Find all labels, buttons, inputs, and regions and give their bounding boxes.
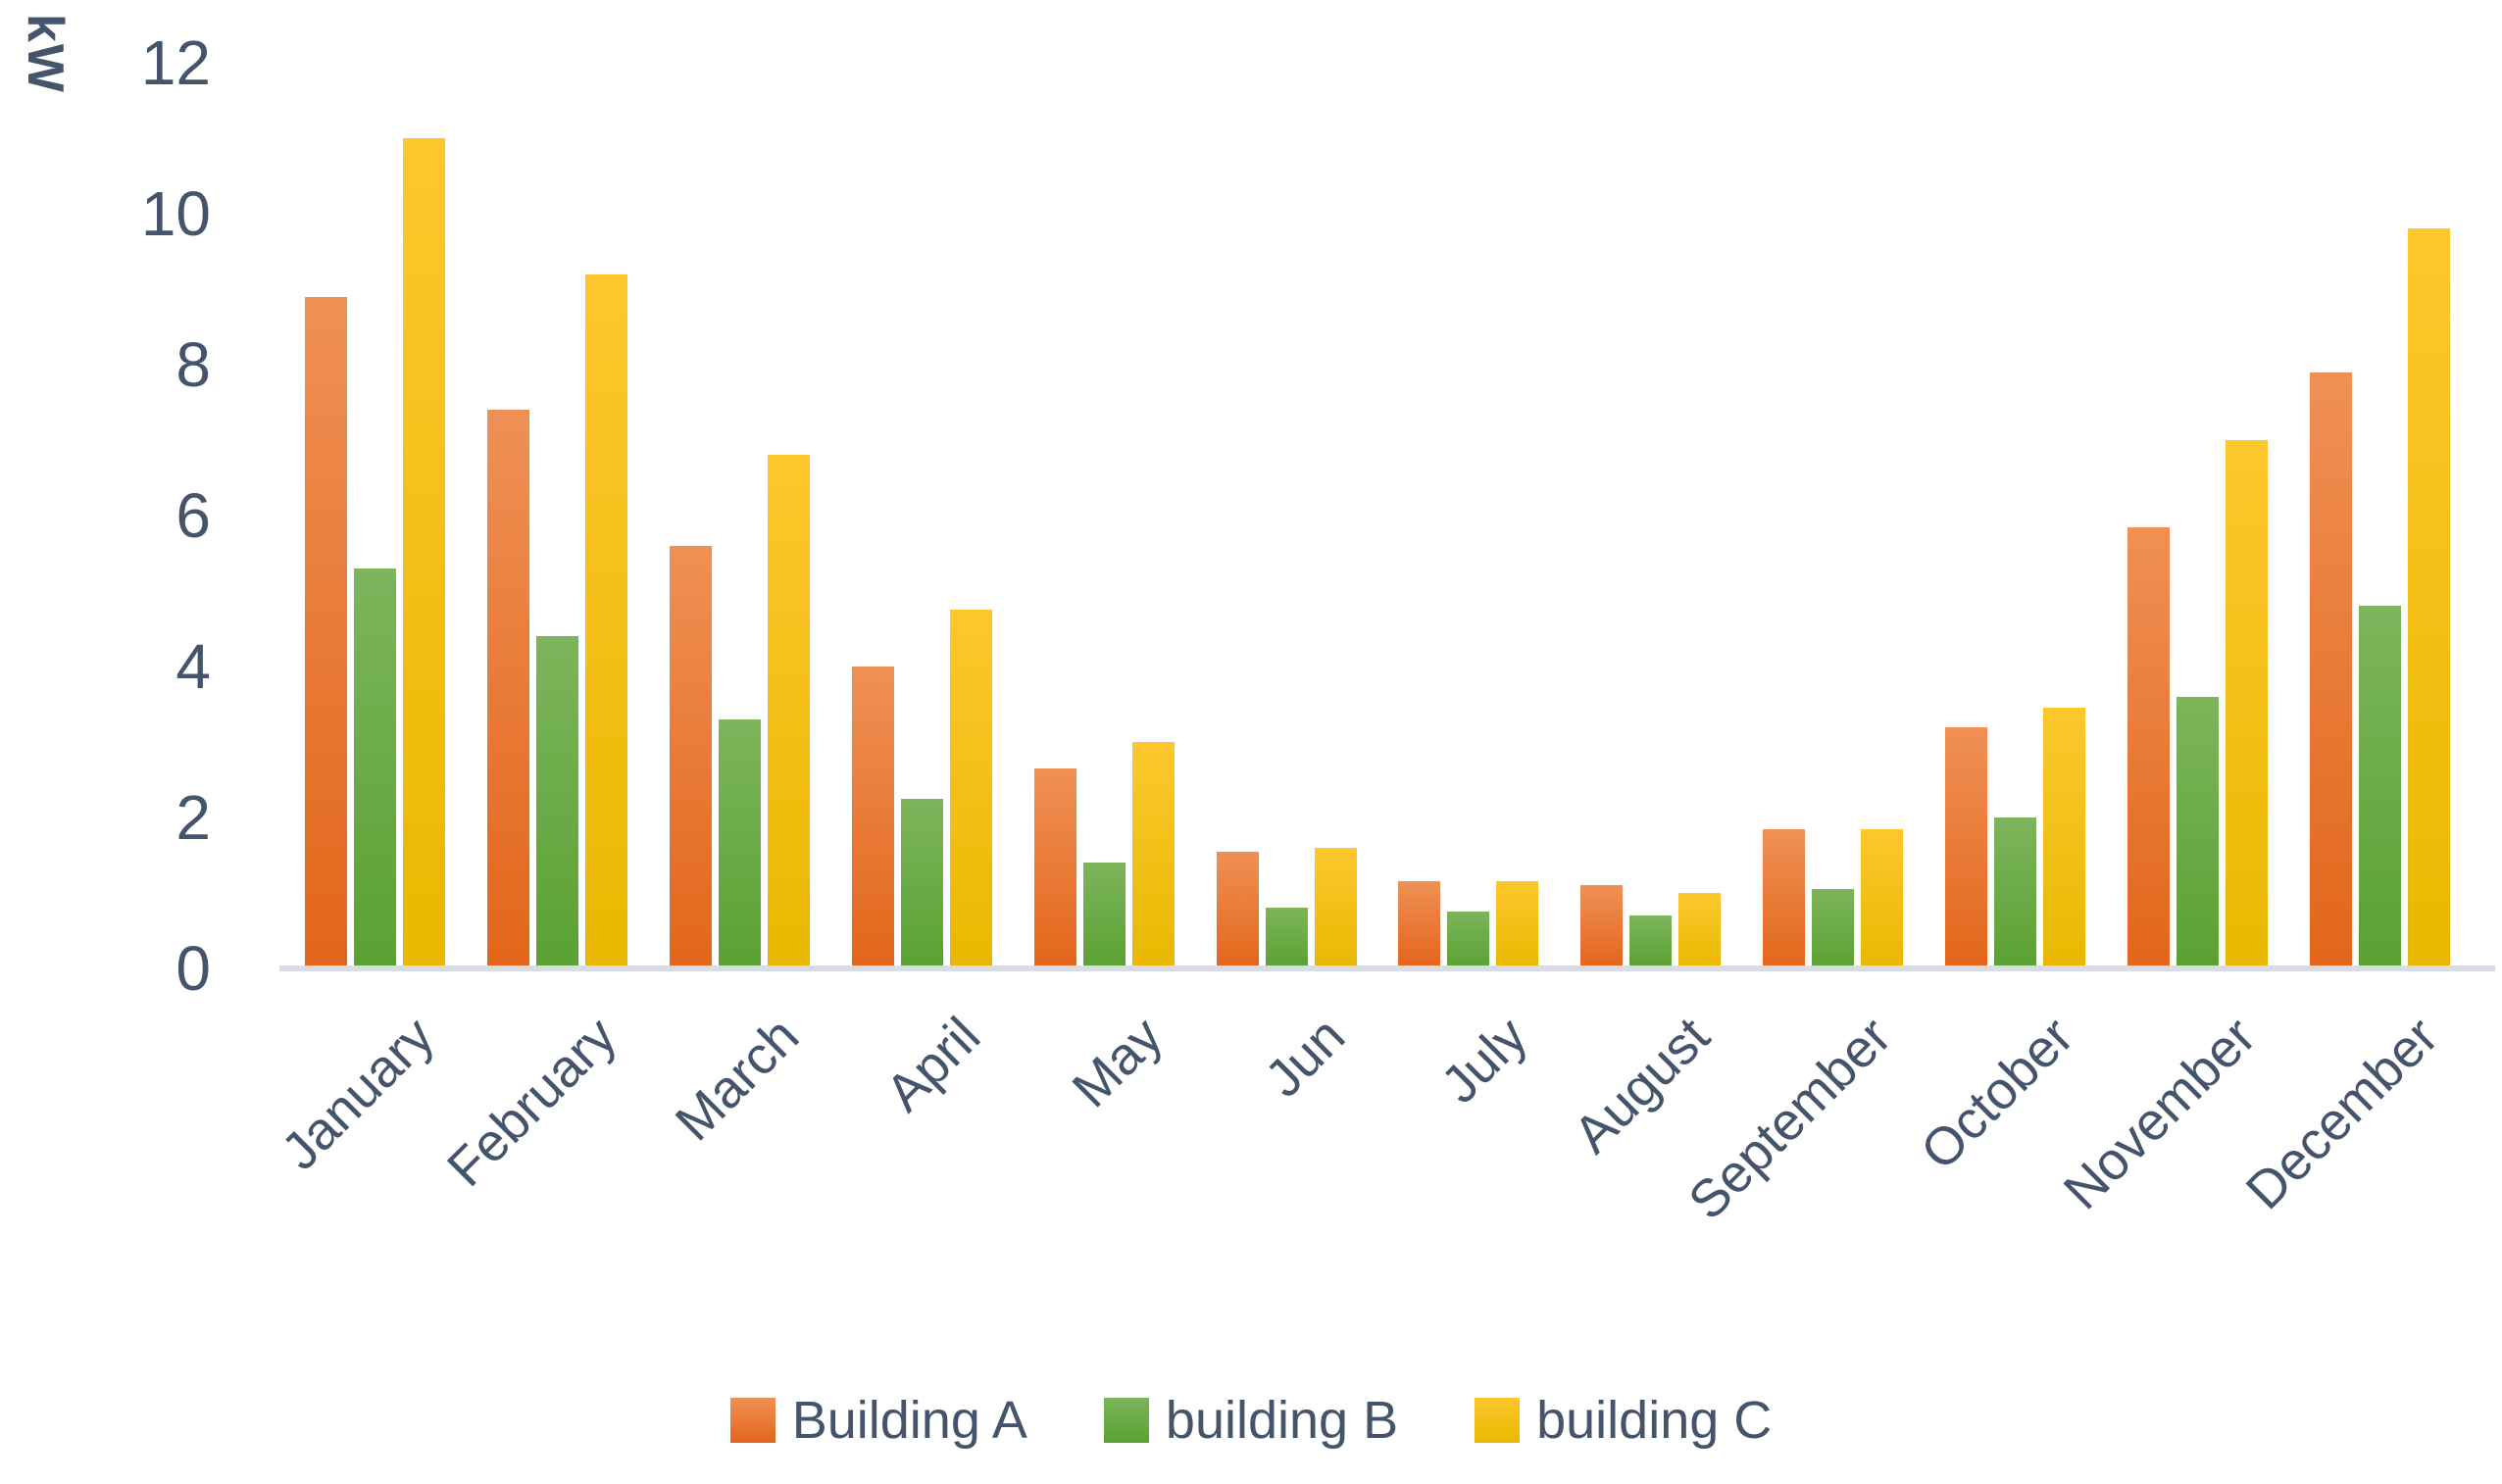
bar-group-september [1742,63,1925,968]
bar-building-a-may [1033,767,1076,968]
bar-building-c-august [1678,893,1722,968]
bar-group-may [1013,63,1195,968]
bar-building-c-december [2407,228,2450,968]
bar-building-c-november [2225,440,2268,968]
bar-building-b-april [900,798,943,968]
bar-group-july [1377,63,1560,968]
bar-building-a-march [670,545,713,968]
bar-group-march [649,63,831,968]
legend-swatch-icon [729,1398,776,1443]
y-tick-label: 12 [140,27,211,98]
bar-group-october [1924,63,2106,968]
y-axis-unit-label: kW [17,14,74,94]
y-tick-label: 8 [175,329,211,400]
bar-group-april [830,63,1013,968]
y-tick-label: 2 [175,782,211,853]
bar-building-a-april [851,667,894,968]
bar-building-b-february [536,636,579,968]
x-tick-label-april: April [875,1006,992,1123]
y-tick-label: 4 [175,631,211,702]
legend-item-building-b: building B [1103,1390,1399,1451]
legend-swatch-icon [1103,1398,1149,1443]
bar-building-a-february [487,410,530,968]
bar-building-c-july [1496,881,1539,968]
legend-label: building C [1536,1391,1773,1450]
bar-building-a-september [1763,828,1806,968]
x-tick-label-february: February [435,1006,627,1198]
x-tick-label-august: August [1562,1006,1721,1165]
y-tick-label: 0 [175,933,211,1004]
bar-group-january [284,63,467,968]
bar-group-february [467,63,649,968]
bar-building-a-october [1944,726,1987,968]
x-tick-label-jun: Jun [1254,1006,1357,1109]
x-tick-label-december: December [2234,1006,2450,1221]
x-tick-label-october: October [1910,1006,2085,1181]
y-tick-label: 6 [175,480,211,551]
bar-building-a-november [2127,526,2170,968]
bar-building-c-october [2042,708,2085,968]
bar-building-b-may [1082,863,1126,968]
bar-building-c-march [768,455,811,968]
bar-building-a-december [2309,371,2352,968]
bar-building-b-march [719,718,762,968]
bar-building-b-october [1993,817,2036,968]
bar-group-november [2106,63,2288,968]
plot-area [284,63,2471,968]
x-tick-label-march: March [664,1006,810,1153]
bar-building-b-jun [1265,908,1308,968]
bar-building-c-january [403,138,446,968]
bar-building-c-may [1131,742,1175,968]
x-tick-label-january: January [270,1006,446,1181]
bar-building-c-september [1861,828,1904,968]
bar-building-a-jun [1216,851,1259,968]
bar-group-jun [1195,63,1377,968]
bar-group-august [1560,63,1742,968]
bar-building-b-november [2176,696,2219,968]
bar-group-december [2288,63,2471,968]
x-tick-label-july: July [1429,1006,1539,1115]
x-tick-label-may: May [1061,1006,1175,1119]
bar-building-c-february [585,273,628,968]
x-axis-line [279,965,2495,971]
bar-building-c-april [949,610,992,968]
bar-building-a-august [1580,885,1624,968]
bar-building-c-jun [1314,847,1357,968]
legend-label: Building A [791,1391,1027,1450]
legend-label: building B [1165,1391,1399,1450]
bar-building-b-december [2358,606,2401,968]
bar-building-b-august [1629,915,1673,968]
bar-building-b-january [354,568,397,968]
bar-building-b-july [1447,912,1490,968]
legend-swatch-icon [1475,1398,1521,1443]
bar-building-b-september [1812,889,1855,968]
legend-item-building-a: Building A [729,1390,1027,1451]
bar-building-a-january [305,296,348,968]
legend-item-building-c: building C [1475,1390,1772,1451]
legend: Building A building B building C [0,1390,2502,1451]
bar-building-a-july [1398,881,1441,968]
x-tick-label-november: November [2052,1006,2268,1221]
y-tick-label: 10 [140,178,211,249]
